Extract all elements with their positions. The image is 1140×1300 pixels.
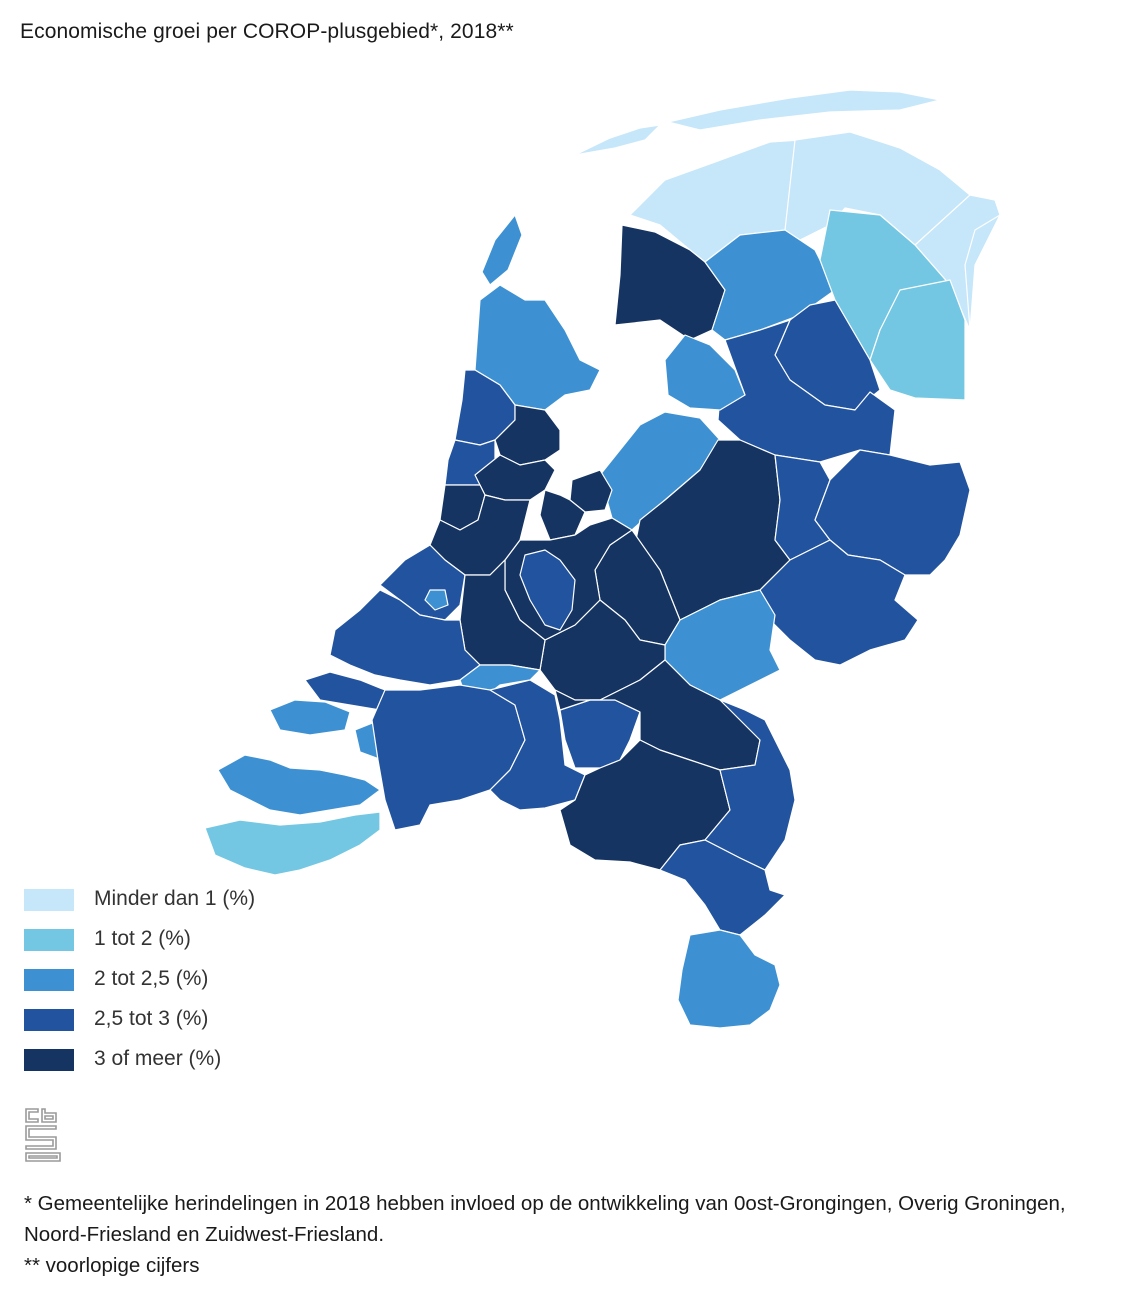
legend-swatch <box>24 929 74 951</box>
legend-swatch <box>24 1049 74 1071</box>
region-walcheren-beveland <box>217 754 381 816</box>
region-delft-westland <box>424 589 449 611</box>
region-wadden-islands <box>574 124 661 156</box>
legend-label: 1 tot 2 (%) <box>94 927 191 950</box>
legend-swatch <box>24 889 74 911</box>
region-zuidwest-drenthe <box>717 319 896 463</box>
legend-swatch <box>24 969 74 991</box>
region-midden-limburg <box>659 839 786 936</box>
footnote-2: ** voorlopige cijfers <box>24 1254 200 1277</box>
region-texel <box>481 214 523 286</box>
region-zuid-limburg <box>677 929 781 1029</box>
region-utrecht-west <box>519 549 576 631</box>
region-midden-noord-brabant <box>489 679 586 811</box>
legend-label: 2,5 tot 3 (%) <box>94 1007 209 1030</box>
region-west-noord-brabant <box>371 684 526 831</box>
region-schouwen <box>269 699 351 736</box>
legend-label: Minder dan 1 (%) <box>94 887 256 910</box>
legend-label: 2 tot 2,5 (%) <box>94 967 209 990</box>
footnotes: * Gemeentelijke herindelingen in 2018 he… <box>24 1188 1124 1281</box>
region-noordoostpolder <box>664 334 746 411</box>
region-gooi <box>539 489 586 541</box>
region-zuidoost-drenthe <box>869 279 966 401</box>
legend-swatch <box>24 1009 74 1031</box>
legend-label: 3 of meer (%) <box>94 1047 222 1070</box>
footnote-1: * Gemeentelijke herindelingen in 2018 he… <box>24 1192 1066 1246</box>
cbs-logo-icon <box>25 1108 61 1162</box>
chart-title: Economische groei per COROP-plusgebied*,… <box>20 20 514 43</box>
region-zeeuwsch-vlaanderen <box>204 811 381 876</box>
region-wadden-islands-east <box>667 89 941 131</box>
region-groot-rijnmond <box>329 589 481 686</box>
